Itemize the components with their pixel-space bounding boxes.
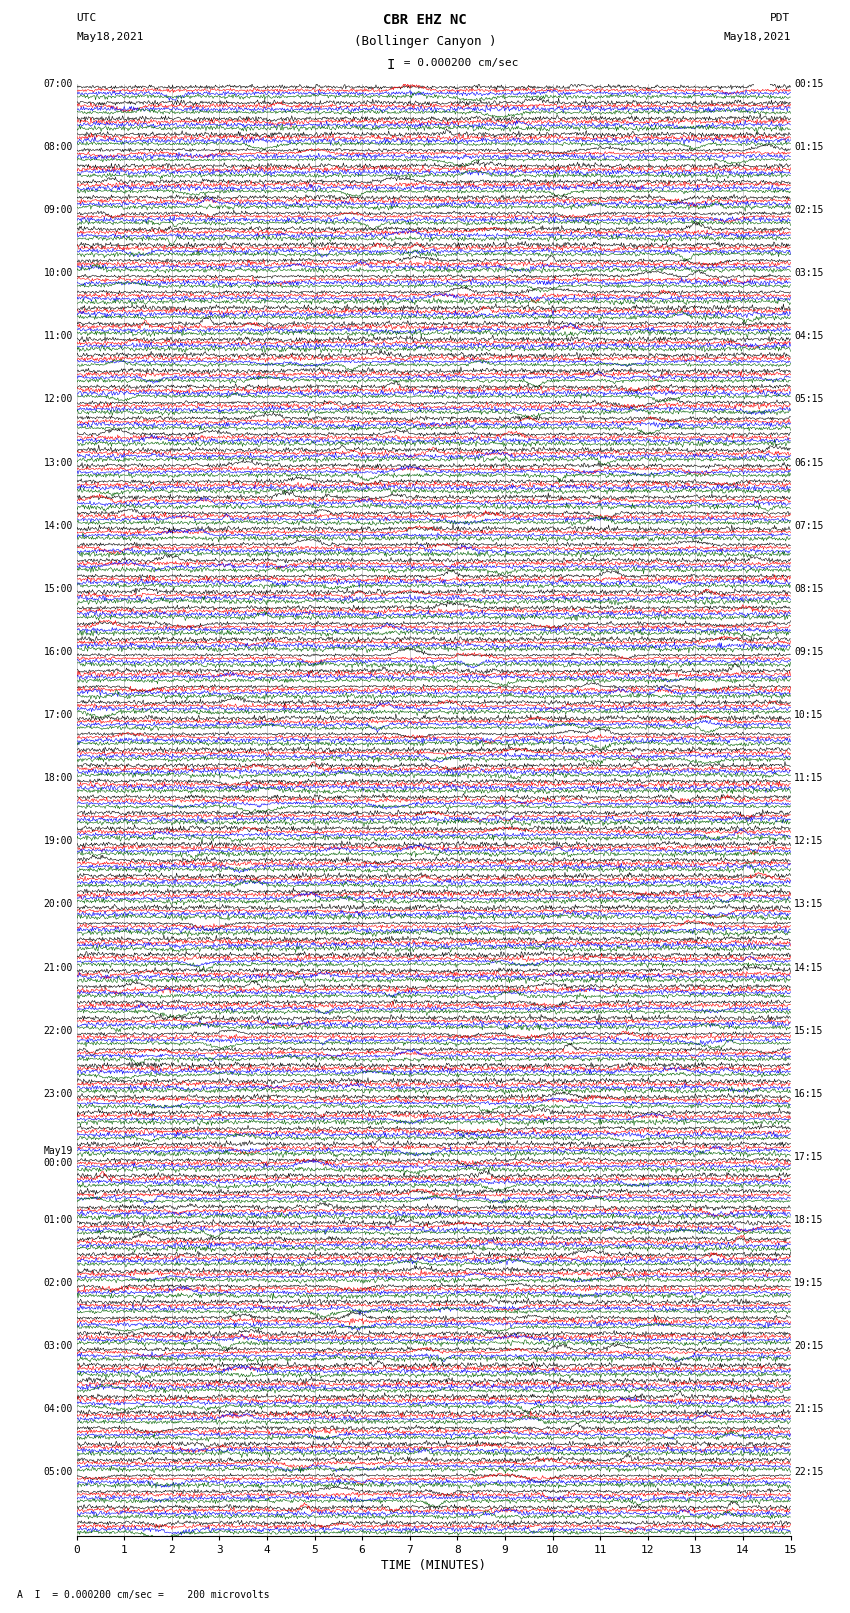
- Text: 08:00: 08:00: [43, 142, 73, 152]
- Text: 14:00: 14:00: [43, 521, 73, 531]
- Text: 03:00: 03:00: [43, 1342, 73, 1352]
- Text: 02:00: 02:00: [43, 1277, 73, 1289]
- Text: 22:15: 22:15: [794, 1468, 824, 1478]
- Text: 17:00: 17:00: [43, 710, 73, 719]
- Text: A  I  = 0.000200 cm/sec =    200 microvolts: A I = 0.000200 cm/sec = 200 microvolts: [17, 1590, 269, 1600]
- Text: 13:15: 13:15: [794, 900, 824, 910]
- Text: 11:00: 11:00: [43, 331, 73, 342]
- Text: 09:15: 09:15: [794, 647, 824, 656]
- Text: 15:00: 15:00: [43, 584, 73, 594]
- Text: 10:15: 10:15: [794, 710, 824, 719]
- Text: 16:00: 16:00: [43, 647, 73, 656]
- Text: 21:15: 21:15: [794, 1405, 824, 1415]
- Text: 19:15: 19:15: [794, 1277, 824, 1289]
- Text: 06:15: 06:15: [794, 458, 824, 468]
- Text: PDT: PDT: [770, 13, 790, 23]
- Text: 22:00: 22:00: [43, 1026, 73, 1036]
- Text: 16:15: 16:15: [794, 1089, 824, 1098]
- Text: 20:00: 20:00: [43, 900, 73, 910]
- Text: 01:15: 01:15: [794, 142, 824, 152]
- X-axis label: TIME (MINUTES): TIME (MINUTES): [381, 1558, 486, 1571]
- Text: 12:15: 12:15: [794, 836, 824, 847]
- Text: 00:15: 00:15: [794, 79, 824, 89]
- Text: May18,2021: May18,2021: [76, 32, 144, 42]
- Text: 11:15: 11:15: [794, 773, 824, 784]
- Text: 05:15: 05:15: [794, 395, 824, 405]
- Text: I: I: [387, 58, 395, 73]
- Text: 05:00: 05:00: [43, 1468, 73, 1478]
- Text: 19:00: 19:00: [43, 836, 73, 847]
- Text: 04:00: 04:00: [43, 1405, 73, 1415]
- Text: 04:15: 04:15: [794, 331, 824, 342]
- Text: 12:00: 12:00: [43, 395, 73, 405]
- Text: 23:00: 23:00: [43, 1089, 73, 1098]
- Text: 20:15: 20:15: [794, 1342, 824, 1352]
- Text: 07:00: 07:00: [43, 79, 73, 89]
- Text: 14:15: 14:15: [794, 963, 824, 973]
- Text: 18:00: 18:00: [43, 773, 73, 784]
- Text: May18,2021: May18,2021: [723, 32, 791, 42]
- Text: 03:15: 03:15: [794, 268, 824, 277]
- Text: 01:00: 01:00: [43, 1215, 73, 1224]
- Text: 02:15: 02:15: [794, 205, 824, 215]
- Text: = 0.000200 cm/sec: = 0.000200 cm/sec: [397, 58, 518, 68]
- Text: (Bollinger Canyon ): (Bollinger Canyon ): [354, 35, 496, 48]
- Text: 18:15: 18:15: [794, 1215, 824, 1224]
- Text: 09:00: 09:00: [43, 205, 73, 215]
- Text: 15:15: 15:15: [794, 1026, 824, 1036]
- Text: 08:15: 08:15: [794, 584, 824, 594]
- Text: 17:15: 17:15: [794, 1152, 824, 1161]
- Text: May19
00:00: May19 00:00: [43, 1147, 73, 1168]
- Text: UTC: UTC: [76, 13, 97, 23]
- Text: 21:00: 21:00: [43, 963, 73, 973]
- Text: 07:15: 07:15: [794, 521, 824, 531]
- Text: 10:00: 10:00: [43, 268, 73, 277]
- Text: CBR EHZ NC: CBR EHZ NC: [383, 13, 467, 27]
- Text: 13:00: 13:00: [43, 458, 73, 468]
